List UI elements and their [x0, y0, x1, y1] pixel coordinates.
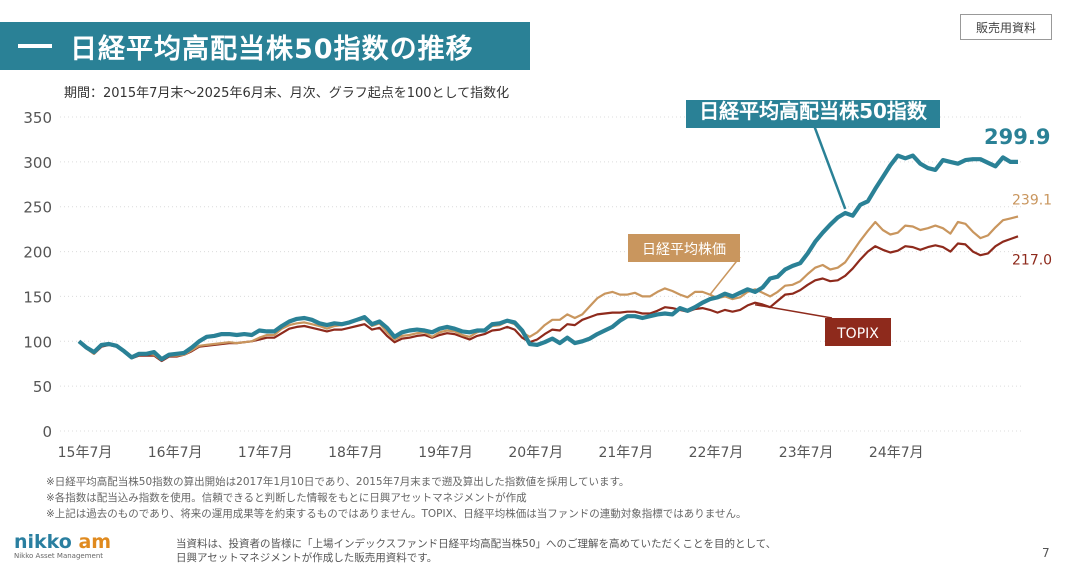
main-callout-leader: [810, 119, 847, 210]
footnote-3: ※上記は過去のものであり、将来の運用成果等を約束するものではありません。TOPI…: [46, 508, 747, 520]
nikkei-callout-box: [628, 234, 740, 262]
x-tick-label: 15年7月: [58, 445, 113, 461]
disclaimer-line-1: 当資料は、投資者の皆様に「上場インデックスファンド日経平均高配当株50」へのご理…: [176, 538, 777, 550]
period-note: 期間：2015年7月末～2025年6月末、月次、グラフ起点を100として指数化: [64, 86, 510, 101]
logo-nikko: nikko: [14, 531, 72, 553]
y-tick-label: 0: [42, 423, 52, 441]
y-tick-label: 300: [23, 154, 52, 172]
y-tick-label: 100: [23, 333, 52, 351]
x-tick-label: 20年7月: [508, 445, 563, 461]
y-tick-label: 50: [33, 378, 52, 396]
logo-am: am: [78, 531, 112, 553]
logo-subtitle: Nikko Asset Management: [14, 552, 104, 560]
title-dash: [18, 44, 52, 48]
x-tick-label: 19年7月: [418, 445, 473, 461]
series-line: [78, 215, 1019, 362]
nikkei-callout-leader: [709, 256, 741, 296]
y-tick-label: 200: [23, 244, 52, 262]
line-chart: 0 50 100 150 200 250 300 350 15年7月 16年7月 17年7月 18年7…: [23, 100, 1052, 461]
series-line: [77, 153, 1018, 362]
sales-material-badge: 販売用資料: [960, 14, 1052, 40]
topix-callout-box: [825, 318, 891, 346]
y-tick-label: 350: [23, 109, 52, 127]
x-tick-label: 17年7月: [238, 445, 293, 461]
end-value-label: 299.9: [984, 125, 1050, 149]
x-tick-label: 22年7月: [689, 445, 744, 461]
x-tick-label: 16年7月: [148, 445, 203, 461]
footnote-1: ※日経平均高配当株50指数の算出開始は2017年1月10日であり、2015年7月…: [46, 476, 630, 488]
nikkei-callout-text: 日経平均株価: [642, 242, 726, 258]
y-tick-label: 250: [23, 199, 52, 217]
footnote-2: ※各指数は配当込み指数を使用。信頼できると判断した情報をもとに日興アセットマネジ…: [46, 492, 527, 504]
x-tick-label: 21年7月: [598, 445, 653, 461]
x-tick-label: 18年7月: [328, 445, 383, 461]
title-bar: 日経平均高配当株50指数の推移: [0, 22, 530, 70]
end-value-label: 239.1: [1012, 192, 1052, 208]
nikko-am-logo: nikko am Nikko Asset Management: [14, 531, 112, 561]
footnotes: ※日経平均高配当株50指数の算出開始は2017年1月10日であり、2015年7月…: [46, 474, 746, 522]
page-number: 7: [1042, 546, 1050, 560]
disclaimer: 当資料は、投資者の皆様に「上場インデックスファンド日経平均高配当株50」へのご理…: [176, 537, 776, 565]
end-value-label: 217.0: [1012, 252, 1052, 268]
topix-callout-leader: [754, 303, 833, 319]
topix-callout-text: TOPIX: [836, 326, 879, 342]
x-tick-label: 23年7月: [779, 445, 834, 461]
disclaimer-line-2: 日興アセットマネジメントが作成した販売用資料です。: [176, 552, 438, 564]
y-tick-label: 150: [23, 288, 52, 306]
x-tick-label: 24年7月: [869, 445, 924, 461]
page-title: 日経平均高配当株50指数の推移: [70, 33, 474, 65]
main-callout-text: 日経平均高配当株50指数: [699, 100, 928, 123]
main-callout-box: [686, 100, 940, 128]
